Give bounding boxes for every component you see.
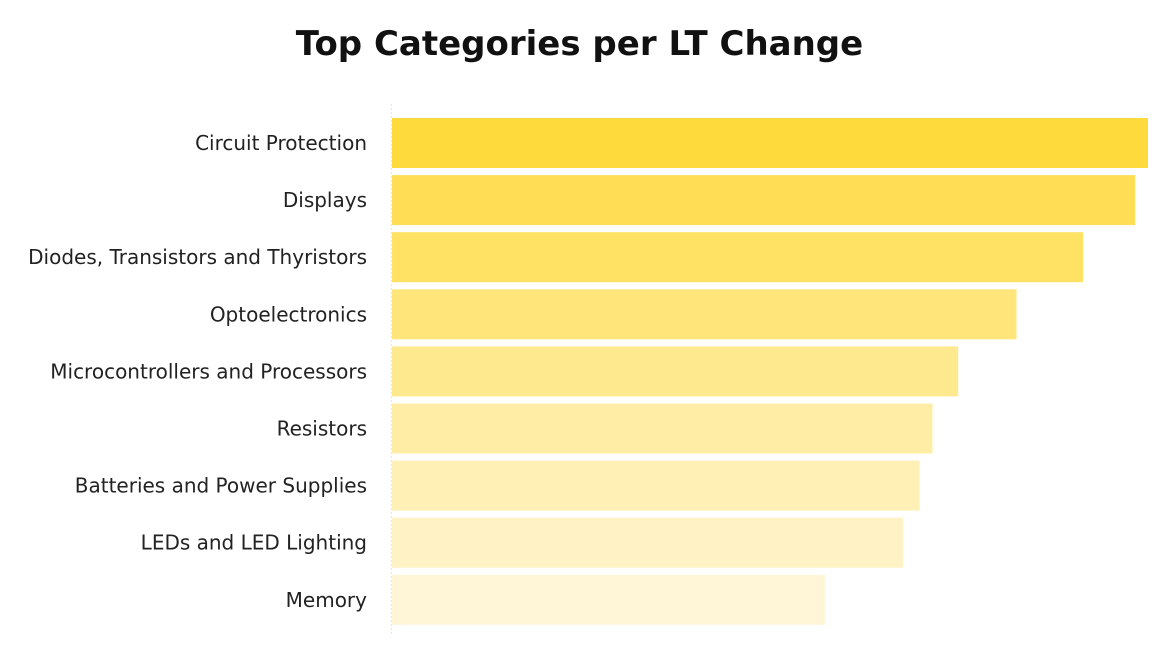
chart-title: Top Categories per LT Change (295, 24, 864, 64)
category-label-leds-and-led-lighting: LEDs and LED Lighting (141, 531, 367, 555)
category-label-batteries-and-power-supplies: Batteries and Power Supplies (75, 474, 367, 498)
category-label-memory: Memory (286, 588, 368, 612)
bars-group (392, 118, 1148, 625)
bar-microcontrollers-and-processors (392, 346, 959, 397)
category-labels-group: Circuit Protection Displays Diodes, Transi… (28, 131, 367, 612)
bar-optoelectronics (392, 289, 1017, 340)
bar-circuit-protection (392, 118, 1148, 168)
bar-resistors (392, 403, 933, 454)
category-label-displays: Displays (283, 188, 367, 212)
category-label-optoelectronics: Optoelectronics (210, 302, 367, 326)
category-label-circuit-protection: Circuit Protection (195, 131, 367, 155)
bar-displays (392, 175, 1136, 226)
category-label-resistors: Resistors (277, 417, 367, 441)
bar-memory (392, 574, 826, 625)
category-label-microcontrollers-and-processors: Microcontrollers and Processors (50, 359, 367, 383)
bar-leds-and-led-lighting (392, 517, 904, 568)
bar-batteries-and-power-supplies (392, 460, 920, 511)
bar-diodes-transistors-and-thyristors (392, 232, 1083, 283)
category-label-diodes-transistors-and-thyristors: Diodes, Transistors and Thyristors (28, 245, 367, 269)
